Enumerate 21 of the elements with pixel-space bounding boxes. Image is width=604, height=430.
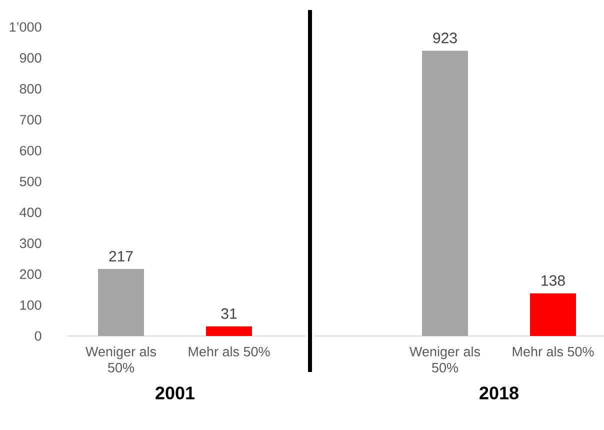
y-tick-label: 800 [20,84,42,94]
y-tick-label: 200 [20,269,42,279]
y-tick-label: 700 [20,114,42,124]
x-axis-title: 2001 [156,386,195,400]
y-tick-label: 100 [20,300,42,310]
y-tick-label: 300 [20,238,42,248]
x-tick-label: Mehr als 50% [188,346,270,356]
x-axis-title: 2018 [480,386,518,400]
data-label: 138 [542,275,565,286]
y-tick-label: 600 [20,146,42,156]
y-tick-label: 900 [20,53,42,63]
x-tick-label: Weniger als 50% [410,346,480,372]
x-tick-label: Mehr als 50% [512,346,594,356]
y-tick-label: 400 [20,208,42,218]
y-tick-label: 1’000 [10,22,42,32]
x-tick-label: Weniger als 50% [86,346,156,372]
y-tick-label: 0 [34,331,42,341]
data-label: 923 [433,32,457,44]
y-tick-label: 500 [20,176,42,186]
data-label: 217 [109,250,133,262]
data-label: 31 [221,308,237,319]
